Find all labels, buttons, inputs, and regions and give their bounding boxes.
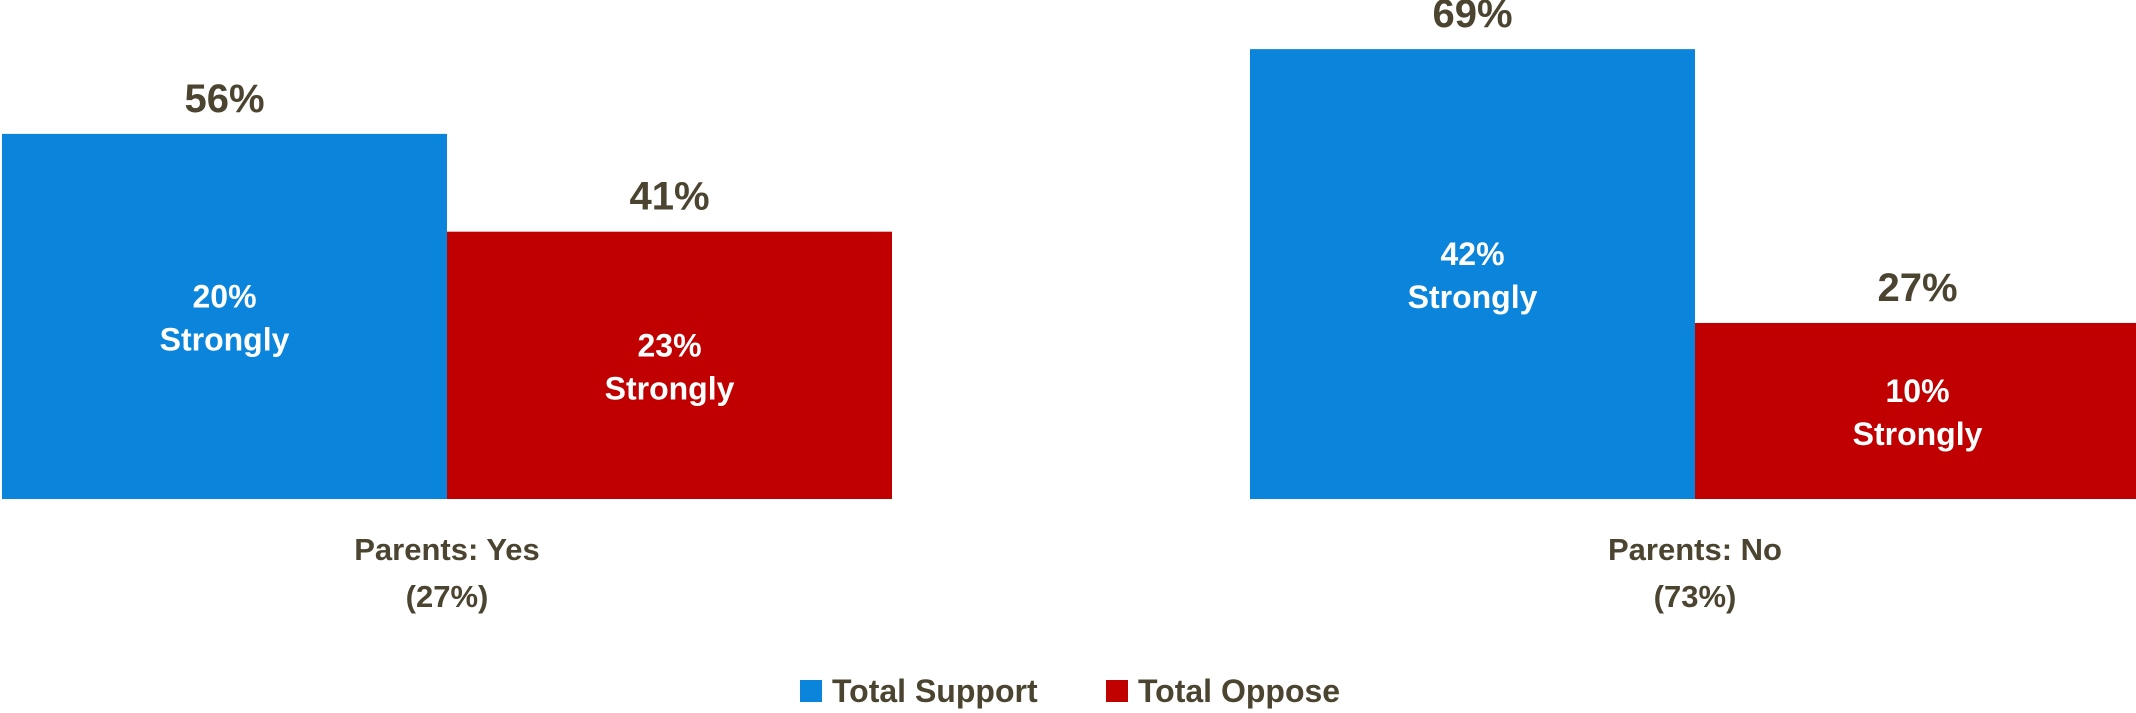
legend-swatch-total-support [800,680,822,702]
strongly-pct-label-parents-yes-total-support: 20% [192,278,256,314]
value-label-parents-no-total-oppose: 27% [1877,266,1957,310]
bar-parents-no-total-support [1250,49,1695,500]
value-label-parents-no-total-support: 69% [1432,0,1512,36]
bar-parents-yes-total-support [2,133,447,499]
legend: Total Support Total Oppose [800,673,1340,709]
category-labels: Parents: Yes (27%) Parents: No (73%) [354,532,1782,614]
bar-parents-yes-total-oppose [447,231,892,499]
category-share-parents-no: (73%) [1654,579,1737,614]
legend-label-total-oppose: Total Oppose [1138,673,1340,709]
bar-parents-no-total-oppose [1695,322,2136,499]
strongly-word-label-parents-yes-total-support: Strongly [160,321,290,357]
value-label-parents-yes-total-oppose: 41% [629,175,709,219]
category-share-parents-yes: (27%) [406,579,489,614]
strongly-pct-label-parents-no-total-oppose: 10% [1885,373,1949,409]
value-label-parents-yes-total-support: 56% [184,77,264,121]
strongly-word-label-parents-no-total-support: Strongly [1408,279,1538,315]
legend-swatch-total-oppose [1106,680,1128,702]
strongly-word-label-parents-no-total-oppose: Strongly [1853,416,1983,452]
strongly-pct-label-parents-no-total-support: 42% [1440,236,1504,272]
category-label-parents-yes: Parents: Yes [354,532,540,567]
legend-label-total-support: Total Support [832,673,1038,709]
category-label-parents-no: Parents: No [1608,532,1782,567]
strongly-word-label-parents-yes-total-oppose: Strongly [605,370,735,406]
strongly-pct-label-parents-yes-total-oppose: 23% [637,327,701,363]
labels-layer: 56% 20% Strongly 41% 23% Strongly 69% 42% Strong… [160,0,1983,452]
bars-layer [2,49,2136,500]
